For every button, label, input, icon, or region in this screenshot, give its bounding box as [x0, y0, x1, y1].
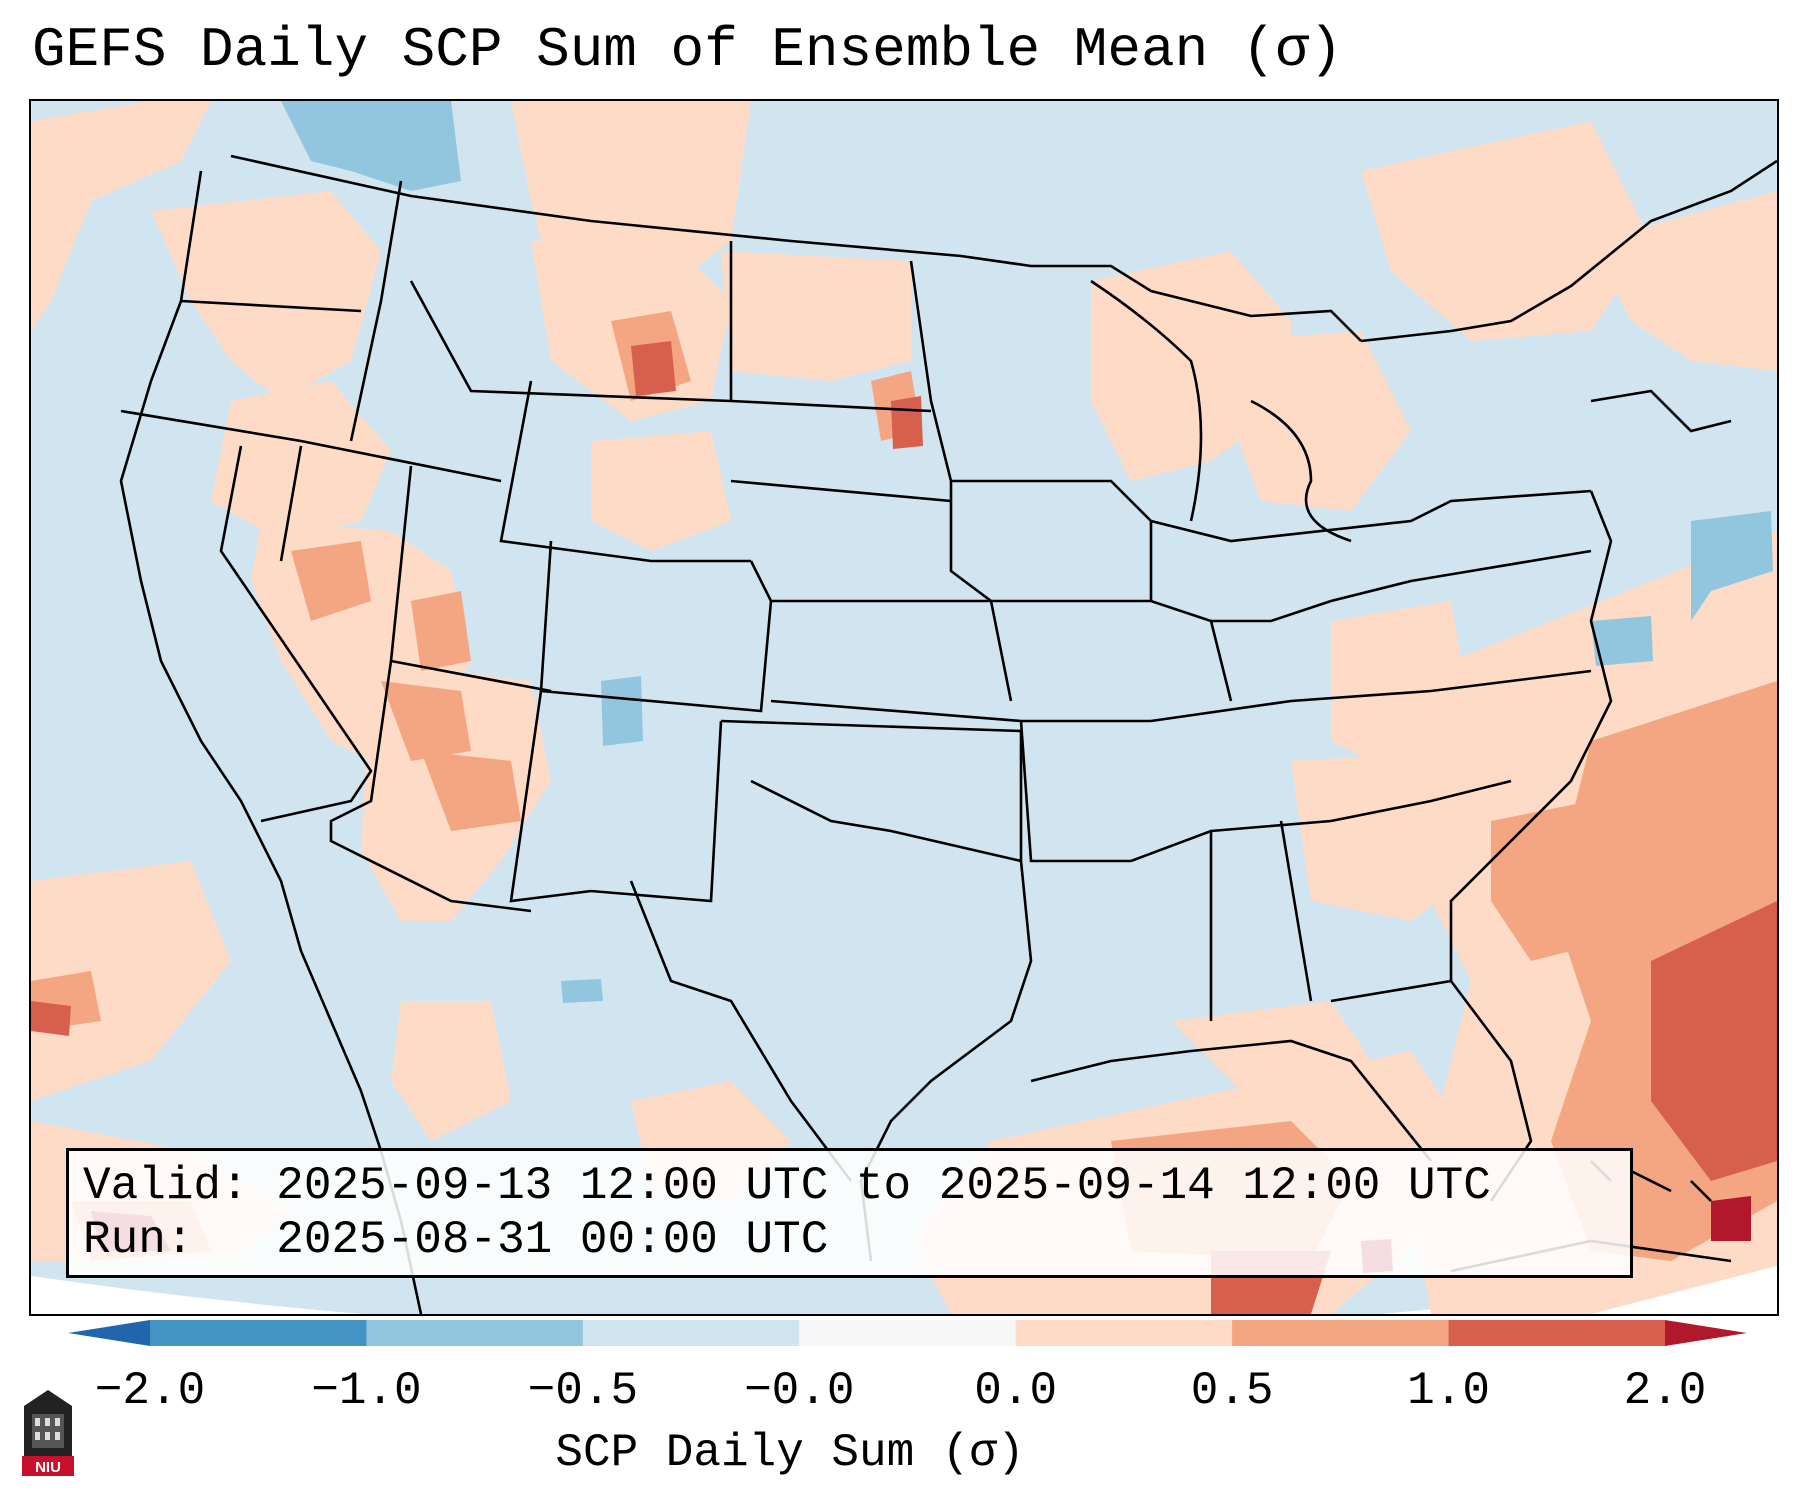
colorbar-segment: [1448, 1320, 1666, 1346]
colorbar-tick-label: 1.0: [1407, 1365, 1490, 1417]
colorbar-segment: [150, 1320, 367, 1346]
valid-time-box: Valid: 2025-09-13 12:00 UTC to 2025-09-1…: [66, 1148, 1633, 1278]
colorbar-tick-label: 0.5: [1190, 1365, 1274, 1417]
colorbar-under-arrow: [68, 1320, 150, 1346]
chart-title: GEFS Daily SCP Sum of Ensemble Mean (σ): [32, 18, 1343, 82]
colorbar-segment: [1015, 1320, 1233, 1346]
colorbar-tick-label: −0.0: [744, 1365, 855, 1417]
valid-line: Valid: 2025-09-13 12:00 UTC to 2025-09-1…: [83, 1160, 1491, 1212]
colorbar: [68, 1320, 1747, 1346]
university-tower-icon: NIU: [22, 1390, 74, 1476]
colorbar-tick-label: 2.0: [1623, 1365, 1707, 1417]
colorbar-label: SCP Daily Sum (σ): [555, 1427, 1025, 1479]
map-canvas: [31, 101, 1777, 1314]
colorbar-over-arrow: [1665, 1320, 1747, 1346]
colorbar-tick-label: −1.0: [311, 1365, 422, 1417]
colorbar-segment: [582, 1320, 800, 1346]
negative-anomaly-layer: [281, 101, 1773, 1003]
colorbar-segments: [150, 1320, 1666, 1346]
run-line: Run: 2025-08-31 00:00 UTC: [83, 1214, 829, 1266]
boundary-lines: [119, 154, 1777, 1314]
colorbar-segment: [1232, 1320, 1450, 1346]
colorbar-tick-label: 0.0: [974, 1365, 1058, 1417]
colorbar-tick-label: −2.0: [94, 1365, 206, 1417]
colorbar-segment: [799, 1320, 1017, 1346]
logo-text: NIU: [35, 1459, 61, 1476]
map-panel: [29, 99, 1779, 1316]
colorbar-segment: [366, 1320, 584, 1346]
colorbar-tick-label: −0.5: [527, 1365, 639, 1417]
